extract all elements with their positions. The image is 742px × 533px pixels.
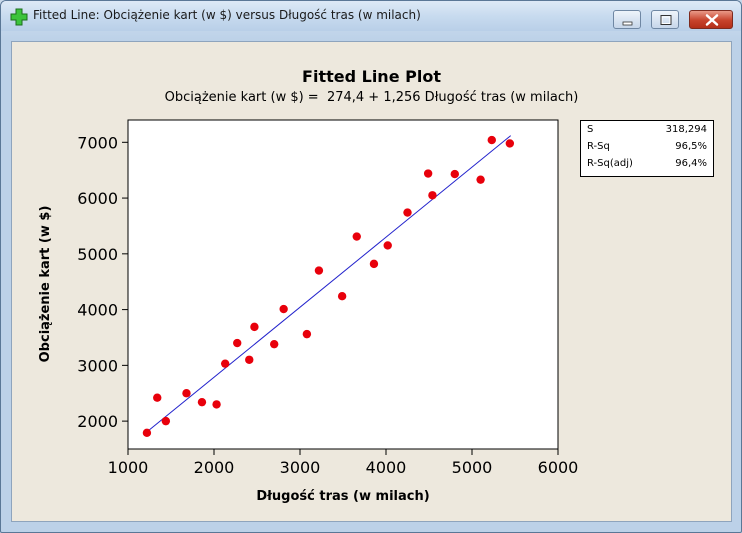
y-tick-label: 3000 (77, 356, 118, 375)
data-point (182, 389, 191, 398)
maximize-button[interactable] (651, 10, 679, 29)
data-point (161, 416, 171, 426)
x-tick-label: 2000 (194, 458, 235, 477)
graph-area: Fitted Line Plot Obciążenie kart (w $) =… (11, 41, 732, 522)
stat-row-s: S 318,294 (581, 124, 713, 138)
close-button[interactable] (689, 10, 733, 29)
y-axis: 2000 3000 4000 5000 6000 7000 (77, 133, 128, 431)
y-axis-label: Obciążenie kart (w $) (38, 206, 53, 363)
stat-value: 318,294 (665, 124, 707, 135)
x-tick-label: 1000 (108, 458, 149, 477)
data-point (220, 359, 230, 368)
plot-title: Fitted Line Plot (302, 67, 441, 86)
data-point (314, 266, 324, 275)
data-point (487, 135, 496, 145)
data-point (505, 139, 515, 148)
data-point (250, 322, 259, 332)
y-tick-label: 5000 (77, 245, 118, 264)
x-tick-label: 4000 (366, 458, 407, 477)
fitted-line (144, 135, 512, 434)
data-point (197, 397, 207, 407)
data-point (369, 259, 379, 269)
stat-row-rsq: R-Sq 96,5% (581, 141, 713, 155)
maximize-icon (660, 15, 672, 25)
close-icon (705, 14, 719, 26)
data-point (450, 169, 459, 179)
x-tick-label: 3000 (280, 458, 321, 477)
y-tick-label: 7000 (77, 133, 118, 152)
x-axis-label: Długość tras (w milach) (256, 489, 429, 504)
data-point (403, 208, 412, 217)
stat-label: R-Sq (587, 141, 610, 152)
y-tick-label: 4000 (77, 301, 118, 320)
data-point (279, 304, 288, 314)
data-point (423, 169, 433, 178)
stat-value: 96,4% (675, 158, 707, 169)
data-point (337, 292, 347, 301)
stat-label: S (587, 124, 594, 135)
data-point (245, 355, 254, 364)
data-point (428, 191, 437, 200)
x-tick-label: 5000 (452, 458, 493, 477)
green-cross-icon (10, 8, 28, 26)
y-tick-label: 6000 (77, 189, 118, 208)
data-point (142, 428, 152, 438)
data-point (270, 339, 279, 349)
minimize-icon (622, 21, 633, 26)
title-bar[interactable]: Fitted Line: Obciążenie kart (w $) versu… (1, 1, 741, 31)
data-point (302, 329, 312, 339)
data-point (352, 232, 361, 241)
data-point (383, 241, 392, 250)
window-title: Fitted Line: Obciążenie kart (w $) versu… (33, 8, 421, 22)
y-tick-label: 2000 (77, 412, 118, 431)
data-points (142, 135, 515, 438)
x-tick-label: 6000 (538, 458, 579, 477)
plot-frame (127, 119, 559, 450)
stat-label: R-Sq(adj) (587, 158, 633, 169)
regression-equation: Obciążenie kart (w $) = 274,4 + 1,256 Dł… (164, 90, 579, 105)
data-point (212, 400, 221, 409)
data-point (153, 393, 162, 402)
data-point (233, 338, 242, 348)
fitted-line-chart: 1000 2000 3000 4000 5000 6000 2000 3000 4000 500… (38, 119, 579, 504)
x-axis: 1000 2000 3000 4000 5000 6000 (108, 449, 579, 477)
minimize-button[interactable] (613, 10, 641, 29)
stat-row-rsq-adj: R-Sq(adj) 96,4% (581, 158, 713, 172)
stat-value: 96,5% (675, 141, 707, 152)
data-point (476, 175, 485, 184)
regression-stats-box: S 318,294 R-Sq 96,5% R-Sq(adj) 96,4% (580, 120, 714, 177)
